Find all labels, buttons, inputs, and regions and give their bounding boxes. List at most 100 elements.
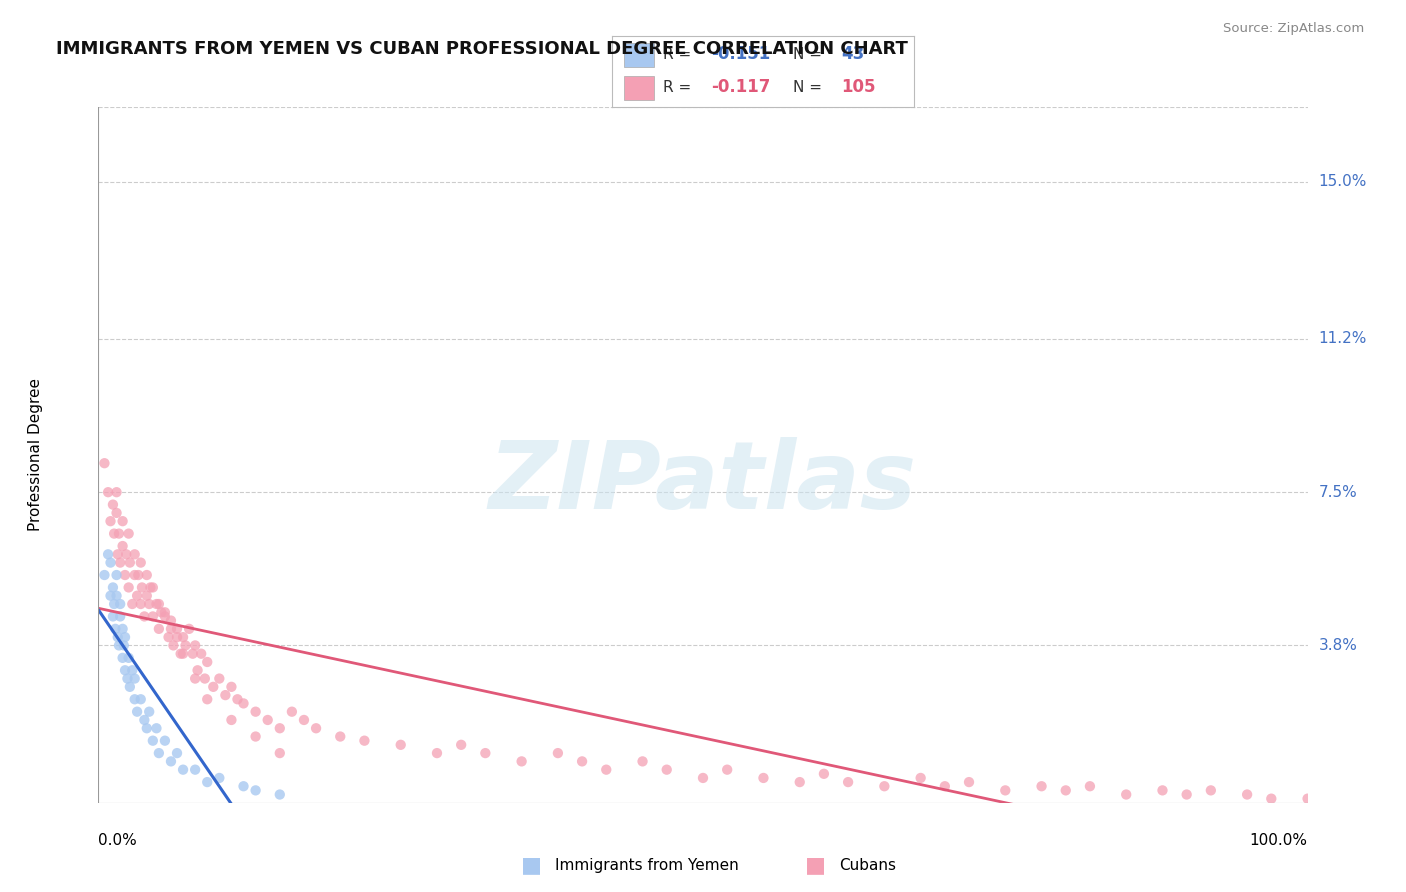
Point: [208, 672, 231, 686]
Point: [474, 746, 496, 760]
Point: [655, 763, 678, 777]
Point: [1152, 783, 1174, 797]
Point: [97, 485, 120, 500]
Point: [115, 547, 138, 561]
Point: [692, 771, 714, 785]
Point: [813, 766, 835, 781]
Point: [93, 568, 115, 582]
Point: [124, 568, 146, 582]
Text: 100.0%: 100.0%: [1250, 833, 1308, 848]
Point: [118, 526, 141, 541]
Point: [187, 663, 209, 677]
Point: [107, 547, 129, 561]
Point: [716, 763, 738, 777]
Point: [195, 655, 218, 669]
Point: [105, 568, 128, 582]
Point: [162, 639, 184, 653]
Point: [166, 622, 188, 636]
Text: 3.8%: 3.8%: [1319, 638, 1358, 653]
Text: 0.0%: 0.0%: [98, 833, 138, 848]
Point: [153, 609, 176, 624]
Point: [129, 692, 152, 706]
Point: [104, 622, 127, 636]
Point: [166, 630, 188, 644]
Point: [190, 647, 212, 661]
Point: [145, 721, 167, 735]
Point: [166, 746, 188, 760]
Point: [160, 622, 183, 636]
Point: [138, 705, 160, 719]
Point: [631, 755, 654, 769]
Point: [108, 597, 131, 611]
Point: [100, 589, 122, 603]
Point: [1054, 783, 1077, 797]
Point: [107, 630, 129, 644]
Point: [121, 597, 143, 611]
Point: [127, 705, 149, 719]
Point: [571, 755, 593, 769]
Point: [269, 788, 291, 802]
Point: [1175, 788, 1198, 802]
Point: [177, 622, 201, 636]
Text: ■: ■: [522, 855, 541, 875]
Point: [153, 605, 176, 619]
Point: [1031, 779, 1053, 793]
Point: [135, 568, 157, 582]
Point: [114, 630, 136, 644]
Text: ■: ■: [806, 855, 825, 875]
Point: [138, 597, 160, 611]
Point: [172, 763, 194, 777]
Point: [142, 609, 165, 624]
Point: [232, 779, 254, 793]
Point: [195, 692, 218, 706]
Point: [256, 713, 278, 727]
Point: [114, 568, 136, 582]
Point: [124, 672, 146, 686]
Text: 105: 105: [841, 78, 876, 96]
Point: [1078, 779, 1101, 793]
Point: [226, 692, 249, 706]
Point: [181, 647, 204, 661]
Point: [108, 639, 131, 653]
Point: [426, 746, 449, 760]
Text: R =: R =: [664, 46, 692, 62]
Point: [139, 581, 162, 595]
Point: [172, 630, 194, 644]
Point: [160, 614, 183, 628]
Point: [1236, 788, 1258, 802]
Point: [129, 556, 152, 570]
Point: [111, 514, 134, 528]
Point: [389, 738, 412, 752]
FancyBboxPatch shape: [624, 76, 654, 100]
Point: [934, 779, 956, 793]
Point: [169, 647, 191, 661]
Point: [1260, 791, 1282, 805]
Point: [157, 630, 180, 644]
Point: [127, 568, 149, 582]
Point: [245, 705, 267, 719]
Point: [160, 755, 183, 769]
Point: [510, 755, 533, 769]
Point: [100, 556, 122, 570]
Text: 43: 43: [841, 45, 865, 63]
Point: [129, 597, 152, 611]
Point: [103, 597, 125, 611]
Point: [108, 556, 131, 570]
Point: [111, 651, 134, 665]
Point: [269, 746, 291, 760]
Point: [142, 581, 165, 595]
Text: Source: ZipAtlas.com: Source: ZipAtlas.com: [1223, 22, 1364, 36]
Point: [105, 485, 128, 500]
Text: N =: N =: [793, 46, 823, 62]
Point: [281, 705, 304, 719]
Point: [134, 609, 156, 624]
Text: -0.117: -0.117: [711, 78, 770, 96]
Point: [97, 547, 120, 561]
Text: Immigrants from Yemen: Immigrants from Yemen: [555, 858, 740, 872]
Point: [208, 771, 231, 785]
Point: [789, 775, 811, 789]
Point: [245, 730, 267, 744]
Point: [957, 775, 980, 789]
Point: [93, 456, 115, 470]
Point: [148, 746, 170, 760]
